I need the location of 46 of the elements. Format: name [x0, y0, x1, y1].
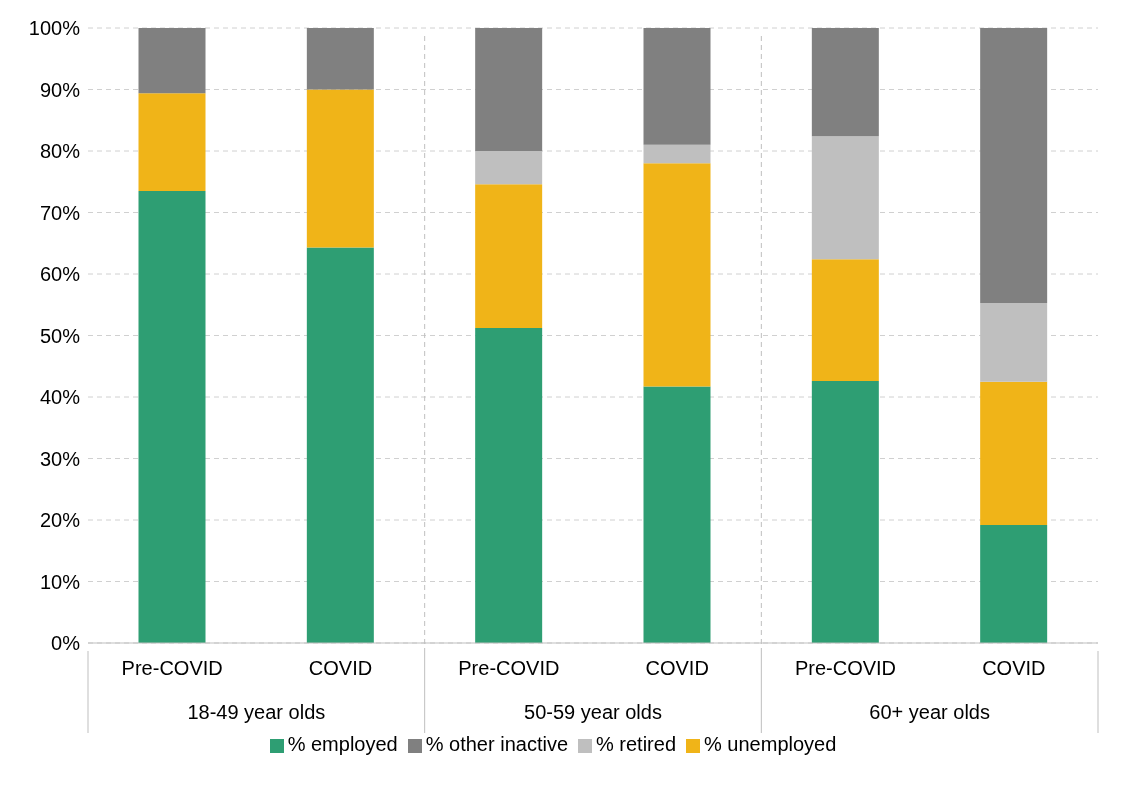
bar	[475, 151, 543, 185]
x-tick-label: COVID	[645, 657, 709, 679]
bar	[306, 89, 374, 248]
x-tick-label: Pre-COVID	[794, 657, 897, 679]
y-tick-label: 50%	[39, 324, 81, 347]
y-tick-label: 20%	[39, 509, 81, 532]
x-tick-label: COVID	[982, 657, 1046, 679]
y-tick-label: 90%	[39, 78, 81, 101]
bar	[811, 381, 879, 643]
y-tick-label: 0%	[51, 632, 81, 655]
y-tick-label: 40%	[39, 386, 81, 409]
y-tick-label: 30%	[39, 447, 81, 470]
y-tick-label: 80%	[39, 140, 81, 163]
bar	[643, 144, 711, 164]
bar	[811, 28, 879, 137]
bar	[475, 28, 543, 151]
bar	[643, 386, 711, 643]
bar	[138, 93, 206, 191]
x-tick-label: Pre-COVID	[121, 657, 223, 679]
bar	[980, 28, 1048, 303]
legend-label: % unemployed	[704, 733, 837, 755]
bar	[811, 259, 879, 382]
bar	[980, 524, 1048, 643]
bar	[306, 28, 374, 90]
bar	[643, 163, 711, 387]
bar	[306, 247, 374, 643]
bar	[643, 28, 711, 145]
x-tick-label: Pre-COVID	[458, 657, 560, 679]
legend-label: % retired	[596, 733, 677, 755]
y-tick-label: 70%	[39, 201, 81, 224]
bar	[980, 381, 1048, 525]
text: 60+ year olds	[869, 701, 990, 723]
text: 18-49 year olds	[187, 701, 326, 723]
text: 50-59 year olds	[524, 701, 662, 723]
bar	[475, 328, 543, 643]
x-tick-label: COVID	[308, 657, 373, 679]
bar	[475, 184, 543, 329]
legend-label: % other inactive	[425, 733, 568, 755]
bar	[138, 28, 206, 94]
y-tick-label: 100%	[28, 17, 81, 40]
bar	[811, 136, 879, 260]
bar	[138, 190, 206, 643]
y-tick-label: 10%	[39, 570, 81, 593]
y-tick-label: 60%	[39, 263, 81, 286]
bar	[980, 302, 1048, 382]
legend-label: % employed	[287, 733, 398, 755]
